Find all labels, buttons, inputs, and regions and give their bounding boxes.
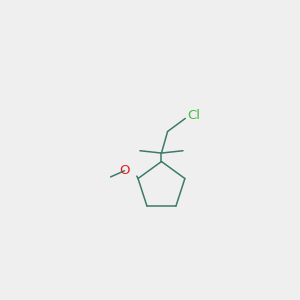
Text: Cl: Cl [188, 109, 201, 122]
Text: O: O [119, 164, 130, 177]
